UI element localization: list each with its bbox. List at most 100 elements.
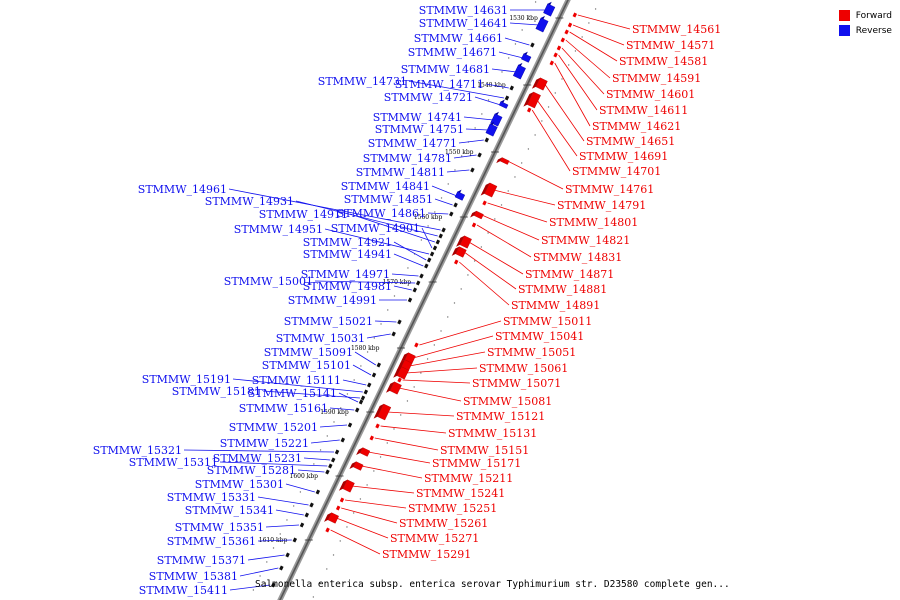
gene-label[interactable]: STMMW_14591	[612, 72, 701, 85]
gene-label[interactable]: STMMW_15231	[213, 452, 302, 465]
gene-arrow[interactable]	[484, 182, 498, 198]
gene-arrow[interactable]	[449, 211, 454, 217]
gene-label[interactable]: STMMW_14811	[356, 166, 445, 179]
gene-label[interactable]: STMMW_15341	[185, 504, 274, 517]
gene-label[interactable]: STMMW_15131	[448, 427, 537, 440]
gene-label[interactable]: STMMW_14671	[408, 46, 497, 59]
gene-label[interactable]: STMMW_14721	[384, 91, 473, 104]
gene-label[interactable]: STMMW_14581	[619, 55, 708, 68]
gene-label[interactable]: STMMW_14821	[541, 234, 630, 247]
gene-label[interactable]: STMMW_15041	[495, 330, 584, 343]
gene-label[interactable]: STMMW_14971	[301, 268, 390, 281]
gene-arrow[interactable]	[397, 319, 402, 325]
gene-arrow[interactable]	[328, 463, 333, 469]
gene-label[interactable]: STMMW_15181	[172, 385, 261, 398]
gene-label[interactable]: STMMW_15061	[479, 362, 568, 375]
gene-arrow[interactable]	[549, 60, 554, 66]
gene-label[interactable]: STMMW_14851	[344, 193, 433, 206]
gene-label[interactable]: STMMW_14911	[259, 208, 348, 221]
gene-label[interactable]: STMMW_14631	[419, 4, 508, 17]
gene-arrow[interactable]	[454, 259, 459, 265]
gene-label[interactable]: STMMW_15121	[456, 410, 545, 423]
gene-label[interactable]: STMMW_14831	[533, 251, 622, 264]
gene-arrow[interactable]	[270, 582, 276, 588]
gene-label[interactable]: STMMW_15171	[432, 457, 521, 470]
gene-arrow[interactable]	[504, 95, 510, 101]
gene-label[interactable]: STMMW_14751	[375, 123, 464, 136]
gene-arrow[interactable]	[498, 101, 509, 109]
gene-arrow[interactable]	[470, 167, 475, 173]
gene-arrow[interactable]	[369, 435, 374, 441]
gene-label[interactable]: STMMW_14661	[414, 32, 503, 45]
gene-label[interactable]: STMMW_15371	[157, 554, 246, 567]
gene-label[interactable]: STMMW_14871	[525, 268, 614, 281]
gene-arrow[interactable]	[471, 222, 477, 228]
gene-arrow[interactable]	[315, 489, 321, 495]
gene-arrow[interactable]	[419, 273, 424, 279]
gene-label[interactable]: STMMW_15321	[93, 444, 182, 457]
gene-label[interactable]: STMMW_15301	[195, 478, 284, 491]
gene-label[interactable]: STMMW_15201	[229, 421, 318, 434]
gene-label[interactable]: STMMW_14781	[363, 152, 452, 165]
gene-label[interactable]: STMMW_14681	[401, 63, 490, 76]
gene-arrow[interactable]	[459, 235, 472, 249]
gene-arrow[interactable]	[407, 297, 413, 303]
gene-arrow[interactable]	[435, 239, 441, 245]
gene-label[interactable]: STMMW_15251	[408, 502, 497, 515]
gene-label[interactable]: STMMW_15081	[463, 395, 552, 408]
gene-label[interactable]: STMMW_14711	[395, 78, 484, 91]
gene-arrow[interactable]	[342, 479, 355, 493]
gene-arrow[interactable]	[347, 422, 353, 428]
gene-arrow[interactable]	[366, 382, 372, 388]
gene-label[interactable]: STMMW_15351	[175, 521, 264, 534]
gene-arrow[interactable]	[527, 91, 541, 109]
gene-arrow[interactable]	[397, 377, 402, 383]
gene-arrow[interactable]	[560, 37, 566, 43]
gene-label[interactable]: STMMW_15091	[264, 346, 353, 359]
gene-label[interactable]: STMMW_15381	[149, 570, 238, 583]
gene-arrow[interactable]	[438, 233, 443, 239]
gene-label[interactable]: STMMW_14861	[337, 207, 426, 220]
gene-label[interactable]: STMMW_14741	[373, 111, 462, 124]
gene-arrow[interactable]	[334, 449, 340, 455]
gene-arrow[interactable]	[520, 53, 532, 63]
gene-arrow[interactable]	[391, 331, 396, 337]
gene-arrow[interactable]	[389, 381, 402, 395]
gene-arrow[interactable]	[292, 537, 298, 543]
gene-arrow[interactable]	[484, 137, 490, 143]
gene-arrow[interactable]	[572, 12, 578, 18]
gene-label[interactable]: STMMW_14881	[518, 283, 607, 296]
gene-label[interactable]: STMMW_14951	[234, 223, 323, 236]
gene-arrow[interactable]	[309, 502, 314, 508]
gene-arrow[interactable]	[526, 107, 532, 113]
gene-label[interactable]: STMMW_14991	[288, 294, 377, 307]
gene-label[interactable]: STMMW_15331	[167, 491, 256, 504]
gene-arrow[interactable]	[339, 497, 345, 503]
gene-arrow[interactable]	[396, 366, 409, 380]
gene-label[interactable]: STMMW_14921	[303, 236, 392, 249]
gene-arrow[interactable]	[330, 457, 336, 463]
gene-label[interactable]: STMMW_15211	[424, 472, 513, 485]
gene-label[interactable]: STMMW_14961	[138, 183, 227, 196]
gene-label[interactable]: STMMW_15311	[129, 456, 218, 469]
gene-arrow[interactable]	[482, 200, 487, 206]
gene-label[interactable]: STMMW_14561	[632, 23, 721, 36]
gene-arrow[interactable]	[376, 362, 382, 368]
gene-arrow[interactable]	[441, 227, 446, 233]
gene-label[interactable]: STMMW_14941	[303, 248, 392, 261]
gene-label[interactable]: STMMW_14641	[419, 17, 508, 30]
gene-label[interactable]: STMMW_15191	[142, 373, 231, 386]
gene-label[interactable]: STMMW_15011	[503, 315, 592, 328]
gene-label[interactable]: STMMW_15021	[284, 315, 373, 328]
gene-arrow[interactable]	[414, 342, 419, 348]
gene-label[interactable]: STMMW_14701	[572, 165, 661, 178]
gene-label[interactable]: STMMW_15261	[399, 517, 488, 530]
gene-label[interactable]: STMMW_15051	[487, 346, 576, 359]
gene-label[interactable]: STMMW_14981	[303, 280, 392, 293]
gene-arrow[interactable]	[412, 287, 418, 293]
gene-label[interactable]: STMMW_14761	[565, 183, 654, 196]
gene-label[interactable]: STMMW_14901	[331, 222, 420, 235]
gene-label[interactable]: STMMW_14571	[626, 39, 715, 52]
gene-label[interactable]: STMMW_15241	[416, 487, 505, 500]
gene-label[interactable]: STMMW_15411	[139, 584, 228, 597]
